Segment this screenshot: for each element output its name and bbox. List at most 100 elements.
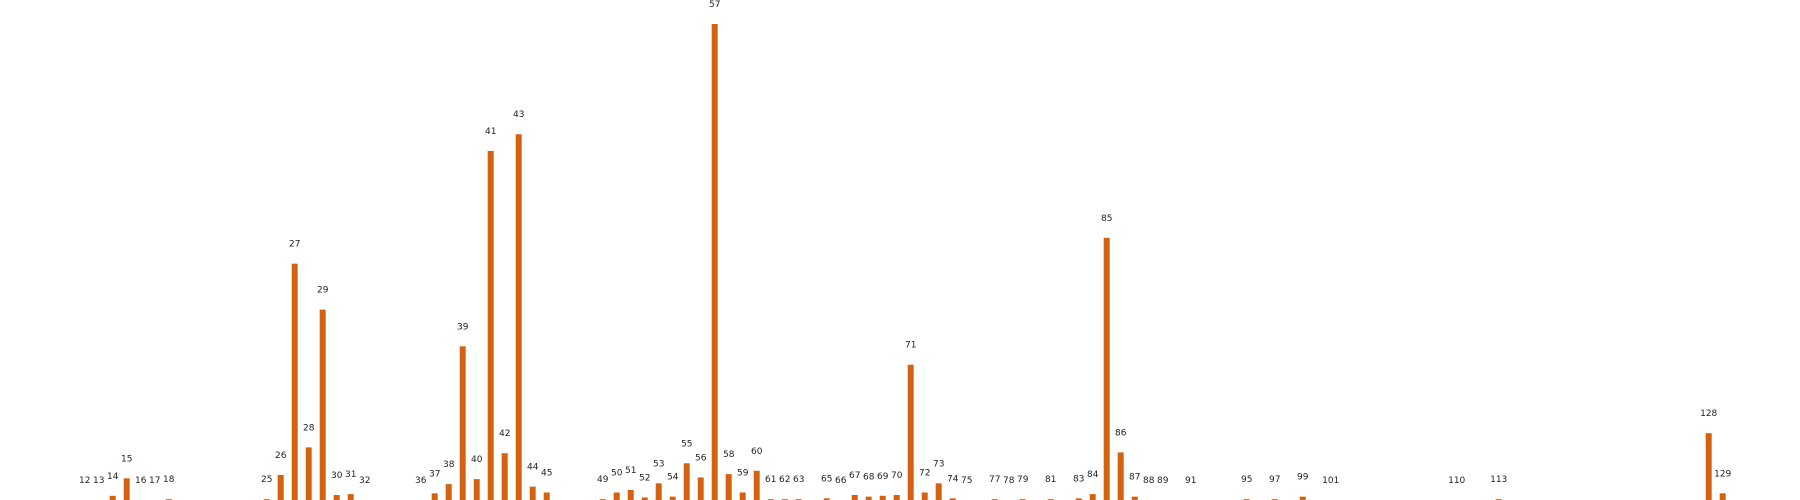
bar-label-17: 17 bbox=[149, 476, 160, 486]
bar-label-52: 52 bbox=[639, 473, 650, 483]
bar-label-15: 15 bbox=[121, 454, 132, 464]
bar-label-31: 31 bbox=[345, 470, 356, 480]
bar-label-95: 95 bbox=[1241, 475, 1252, 485]
bar-label-49: 49 bbox=[597, 475, 609, 485]
bar-label-58: 58 bbox=[723, 450, 735, 460]
bar-84 bbox=[1089, 494, 1096, 500]
bar-label-66: 66 bbox=[835, 476, 847, 486]
bar-label-101: 101 bbox=[1322, 476, 1339, 486]
bar-50 bbox=[613, 492, 620, 500]
bar-label-68: 68 bbox=[863, 473, 875, 483]
bar-87 bbox=[1131, 496, 1138, 500]
bar-label-13: 13 bbox=[93, 476, 104, 486]
bar-label-62: 62 bbox=[779, 475, 790, 485]
bar-58 bbox=[725, 474, 732, 500]
bar-label-54: 54 bbox=[667, 473, 679, 483]
bar-label-39: 39 bbox=[457, 322, 469, 332]
bar-39 bbox=[459, 346, 466, 500]
bar-label-85: 85 bbox=[1101, 214, 1112, 224]
bar-label-38: 38 bbox=[443, 460, 455, 470]
bar-label-55: 55 bbox=[681, 439, 692, 449]
bar-label-59: 59 bbox=[737, 468, 749, 478]
bar-73 bbox=[935, 483, 942, 500]
bar-51 bbox=[627, 489, 634, 500]
bar-label-89: 89 bbox=[1157, 476, 1169, 486]
bar-128 bbox=[1705, 433, 1712, 500]
bar-label-12: 12 bbox=[79, 476, 90, 486]
bar-53 bbox=[655, 483, 662, 500]
bar-68 bbox=[865, 496, 872, 500]
bar-label-57: 57 bbox=[709, 0, 720, 10]
bar-label-25: 25 bbox=[261, 475, 272, 485]
bar-14 bbox=[109, 495, 116, 500]
bar-label-69: 69 bbox=[877, 472, 889, 482]
bar-28 bbox=[305, 447, 312, 500]
bars-group bbox=[109, 24, 1726, 500]
bar-57 bbox=[711, 24, 718, 500]
bar-label-78: 78 bbox=[1003, 476, 1015, 486]
bar-label-27: 27 bbox=[289, 240, 300, 250]
bar-label-72: 72 bbox=[919, 468, 930, 478]
bar-label-129: 129 bbox=[1714, 469, 1731, 479]
bar-label-73: 73 bbox=[933, 459, 944, 469]
bar-label-88: 88 bbox=[1143, 476, 1155, 486]
bar-label-29: 29 bbox=[317, 286, 329, 296]
bar-label-42: 42 bbox=[499, 429, 510, 439]
bar-67 bbox=[851, 494, 858, 500]
bar-45 bbox=[543, 492, 550, 500]
bar-label-60: 60 bbox=[751, 447, 763, 457]
bar-83 bbox=[1075, 498, 1082, 500]
bar-label-79: 79 bbox=[1017, 475, 1029, 485]
bar-71 bbox=[907, 364, 914, 500]
bar-label-28: 28 bbox=[303, 423, 315, 433]
bar-59 bbox=[739, 492, 746, 500]
bar-43 bbox=[515, 134, 522, 500]
bar-38 bbox=[445, 484, 452, 500]
bar-label-37: 37 bbox=[429, 469, 440, 479]
bar-label-43: 43 bbox=[513, 110, 524, 120]
bar-44 bbox=[529, 486, 536, 500]
bar-27 bbox=[291, 263, 298, 500]
bar-60 bbox=[753, 470, 760, 500]
bar-label-99: 99 bbox=[1297, 473, 1309, 483]
bar-label-51: 51 bbox=[625, 466, 636, 476]
bar-72 bbox=[921, 492, 928, 500]
bar-15 bbox=[123, 478, 130, 500]
bar-label-75: 75 bbox=[961, 476, 972, 486]
bar-52 bbox=[641, 497, 648, 500]
bar-label-81: 81 bbox=[1045, 475, 1056, 485]
bar-30 bbox=[333, 494, 340, 500]
bar-26 bbox=[277, 474, 284, 500]
bar-label-32: 32 bbox=[359, 476, 370, 486]
bar-label-30: 30 bbox=[331, 471, 343, 481]
bar-85 bbox=[1103, 237, 1110, 500]
bar-label-84: 84 bbox=[1087, 470, 1099, 480]
bar-70 bbox=[893, 494, 900, 500]
bar-86 bbox=[1117, 452, 1124, 500]
bar-label-110: 110 bbox=[1448, 476, 1465, 486]
bar-label-97: 97 bbox=[1269, 475, 1280, 485]
bar-label-44: 44 bbox=[527, 463, 539, 473]
bar-label-36: 36 bbox=[415, 476, 427, 486]
bar-label-53: 53 bbox=[653, 459, 664, 469]
bar-29 bbox=[319, 309, 326, 500]
bar-label-26: 26 bbox=[275, 451, 287, 461]
bar-label-87: 87 bbox=[1129, 473, 1140, 483]
bar-74 bbox=[949, 498, 956, 500]
bar-label-45: 45 bbox=[541, 468, 552, 478]
bar-label-14: 14 bbox=[107, 472, 119, 482]
bar-label-67: 67 bbox=[849, 471, 860, 481]
bar-label-50: 50 bbox=[611, 468, 623, 478]
bar-56 bbox=[697, 477, 704, 500]
bar-42 bbox=[501, 453, 508, 500]
bar-129 bbox=[1719, 493, 1726, 500]
bar-label-83: 83 bbox=[1073, 474, 1084, 484]
bar-40 bbox=[473, 479, 480, 500]
bar-label-77: 77 bbox=[989, 475, 1000, 485]
bar-label-70: 70 bbox=[891, 471, 903, 481]
bar-label-18: 18 bbox=[163, 475, 175, 485]
bar-label-86: 86 bbox=[1115, 428, 1127, 438]
